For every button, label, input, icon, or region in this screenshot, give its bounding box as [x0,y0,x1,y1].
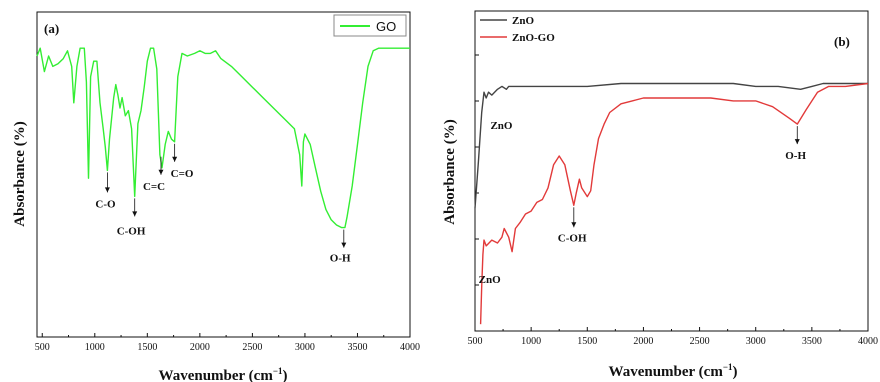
x-tick-label-b: 1000 [521,336,541,347]
x-ticks-a: 500 1000 1500 2000 2500 3000 3500 4000 [35,333,420,353]
series-line-zno-go [479,82,869,325]
x-tick-label-b: 1500 [577,336,597,347]
x-tick-label-b: 4000 [858,336,878,347]
x-tick-label-b: 500 [468,336,483,347]
x-tick-label-a: 3000 [295,342,315,353]
annotation-label: C-OH [117,225,146,237]
x-axis-title-a: Wavenumber (cm−1) [159,366,288,382]
annotation-arrowhead [158,169,164,175]
x-tick-label-a: 2500 [242,342,262,353]
annotation-arrowhead [172,156,178,162]
annotations-a: C-O C-OH C=C C=O O-H [95,143,351,265]
annotation-label: C=C [143,181,165,193]
annotation-label: ZnO [490,120,512,132]
panel-label-b: (b) [834,34,850,49]
annotation-label: C-O [95,198,116,210]
annotation-label: C=O [171,168,194,180]
panel-b: 500 1000 1500 2000 2500 3000 3500 4000 ZnO ZnO C-… [442,10,878,380]
x-tick-label-b: 3000 [746,336,766,347]
annotation-label: ZnO [479,274,501,286]
x-tick-label-a: 1000 [85,342,105,353]
annotation-arrowhead [341,242,347,248]
panel-a: 500 1000 1500 2000 2500 3000 3500 4000 C-OC-OHC… [12,11,420,382]
annotation-arrowhead [132,211,138,217]
x-tick-label-a: 4000 [400,342,420,353]
x-tick-label-a: 500 [35,342,50,353]
x-tick-label-b: 2500 [690,336,710,347]
legend-label-go: GO [376,19,396,34]
x-tick-label-b: 3500 [802,336,822,347]
annotation-arrowhead [104,187,110,193]
legend-b: ZnO ZnO-GO [480,15,555,44]
x-tick-label-b: 2000 [633,336,653,347]
x-tick-label-a: 3500 [347,342,367,353]
annotation-arrowhead [571,222,577,228]
annotation-label: C-OH [558,232,587,244]
annotation-label: O-H [330,253,351,265]
annotation-label: O-H [785,150,806,162]
series-line-go [36,47,410,229]
x-axis-title-b: Wavenumber (cm−1) [609,362,738,380]
series-layer-a [36,47,410,229]
x-tick-label-a: 1500 [137,342,157,353]
plot-frame-a [36,11,411,338]
annotation-arrowhead [794,139,800,145]
legend-a: GO [333,14,407,37]
x-ticks-b: 500 1000 1500 2000 2500 3000 3500 4000 [468,327,878,347]
series-line-zno [474,82,868,209]
legend-label-znogo: ZnO-GO [512,32,555,44]
x-tick-label-a: 2000 [190,342,210,353]
series-layer-b [474,82,869,325]
panel-label-a: (a) [44,21,59,36]
annotations-b: ZnO ZnO C-OH O-H [479,120,807,286]
y-axis-title-b: Absorbance (%) [442,119,458,224]
legend-label-zno: ZnO [512,15,534,27]
plot-frame-b [474,10,869,332]
y-axis-title-a: Absorbance (%) [12,121,28,226]
